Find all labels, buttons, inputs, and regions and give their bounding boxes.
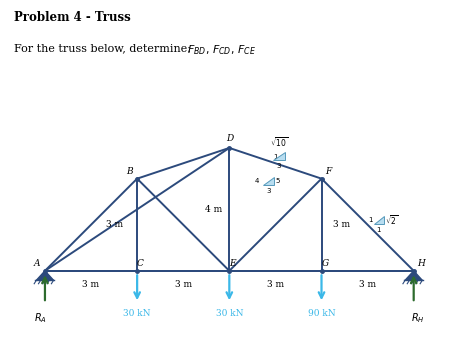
Text: 4: 4 (255, 178, 259, 184)
Polygon shape (273, 152, 284, 160)
Text: 3 m: 3 m (174, 280, 192, 289)
Text: 90 kN: 90 kN (308, 309, 335, 318)
Text: G: G (321, 259, 329, 268)
Text: $\sqrt{10}$: $\sqrt{10}$ (270, 136, 288, 149)
Text: C: C (137, 259, 144, 268)
Text: 3 m: 3 m (82, 280, 100, 289)
Text: 3: 3 (276, 163, 281, 169)
Text: 1: 1 (368, 217, 373, 223)
Text: 3 m: 3 m (333, 220, 350, 229)
Text: 30 kN: 30 kN (216, 309, 243, 318)
Text: H: H (418, 259, 425, 268)
Text: A: A (34, 259, 40, 268)
Text: 4 m: 4 m (205, 205, 223, 214)
Polygon shape (263, 177, 274, 185)
Polygon shape (374, 216, 383, 224)
Text: 1: 1 (273, 154, 278, 159)
Text: $\sqrt{2}$: $\sqrt{2}$ (385, 213, 399, 226)
Text: 3 m: 3 m (359, 280, 376, 289)
Text: $F_{BD}$, $F_{CD}$, $F_{CE}$: $F_{BD}$, $F_{CD}$, $F_{CE}$ (187, 43, 256, 57)
Text: D: D (226, 134, 233, 143)
Polygon shape (36, 271, 54, 280)
Text: 3 m: 3 m (106, 220, 123, 229)
Text: B: B (126, 167, 133, 176)
Text: E: E (229, 259, 236, 268)
Text: 1: 1 (377, 227, 381, 233)
Text: 3 m: 3 m (267, 280, 284, 289)
Text: F: F (325, 167, 331, 176)
Text: 5: 5 (275, 178, 280, 184)
Text: $R_H$: $R_H$ (411, 311, 425, 325)
Text: Problem 4 - Truss: Problem 4 - Truss (14, 11, 131, 24)
Text: $R_A$: $R_A$ (34, 311, 47, 325)
Text: 30 kN: 30 kN (123, 309, 151, 318)
Text: 3: 3 (266, 189, 271, 194)
Text: For the truss below, determine:: For the truss below, determine: (14, 43, 195, 53)
Polygon shape (405, 271, 422, 280)
